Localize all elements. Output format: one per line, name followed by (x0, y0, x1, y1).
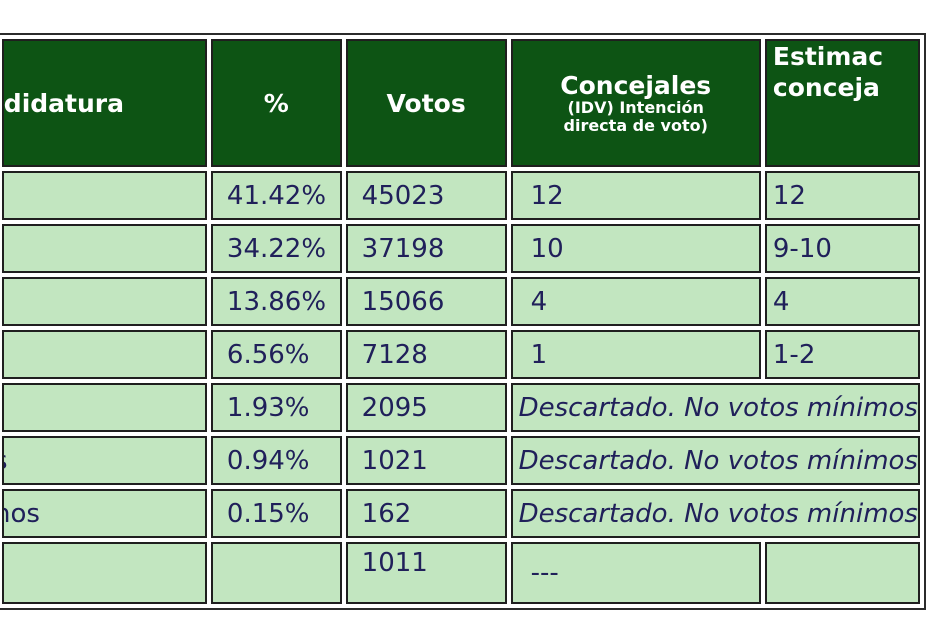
cell-discard-note: Descartado. No votos mínimos (510, 436, 920, 485)
cell-candidatura-text: nos (4, 498, 40, 529)
cell-votos: 1011 (345, 542, 507, 604)
cell-votos: 1021 (345, 436, 507, 485)
cell-votos: 37198 (345, 224, 507, 273)
cell-percent: 6.56% (210, 330, 342, 379)
header-estimacion-line2: conceja (772, 73, 880, 103)
table-row: 34.22% 37198 10 9-10 (2, 224, 920, 273)
header-votos: Votos (345, 39, 507, 167)
table-row: 1011 --- (2, 542, 920, 604)
cell-candidatura (2, 224, 207, 273)
cell-candidatura (2, 330, 207, 379)
table-row: s 0.94% 1021 Descartado. No votos mínimo… (2, 436, 920, 485)
header-concejales-sub2: directa de voto) (563, 115, 708, 135)
cell-percent: 0.94% (210, 436, 342, 485)
cell-percent: 1.93% (210, 383, 342, 432)
table-row: 13.86% 15066 4 4 (2, 277, 920, 326)
cell-votos: 162 (345, 489, 507, 538)
cell-concejales: --- (510, 542, 761, 604)
header-concejales-title: Concejales (560, 70, 712, 100)
header-concejales-sub1: (IDV) Intención (567, 98, 704, 118)
cell-percent (210, 542, 342, 604)
cell-concejales: 1 (510, 330, 761, 379)
cell-percent: 41.42% (210, 171, 342, 220)
cell-candidatura: nos (2, 489, 207, 538)
header-candidatura: ndidatura (2, 39, 207, 167)
header-candidatura-label: ndidatura (3, 88, 124, 118)
cell-percent: 13.86% (210, 277, 342, 326)
header-estimacion: Estimac conceja (764, 39, 920, 167)
cell-candidatura (2, 171, 207, 220)
header-percent: % (210, 39, 342, 167)
cell-estimacion: 4 (764, 277, 920, 326)
cell-estimacion (764, 542, 920, 604)
table-row: 6.56% 7128 1 1-2 (2, 330, 920, 379)
cell-concejales: 10 (510, 224, 761, 273)
cell-votos: 2095 (345, 383, 507, 432)
cell-candidatura (2, 383, 207, 432)
cell-candidatura (2, 542, 207, 604)
cell-estimacion: 1-2 (764, 330, 920, 379)
cell-concejales: 12 (510, 171, 761, 220)
cell-discard-note: Descartado. No votos mínimos (510, 383, 920, 432)
cell-percent: 34.22% (210, 224, 342, 273)
cell-candidatura-text: s (4, 446, 205, 476)
cell-votos: 15066 (345, 277, 507, 326)
header-concejales: Concejales (IDV) Intención directa de vo… (510, 39, 761, 167)
cell-candidatura: s (2, 436, 207, 485)
cell-percent: 0.15% (210, 489, 342, 538)
table-row: nos 0.15% 162 Descartado. No votos mínim… (2, 489, 920, 538)
header-estimacion-line1: Estimac (772, 42, 884, 71)
cell-estimacion: 9-10 (764, 224, 920, 273)
cell-discard-note: Descartado. No votos mínimos (510, 489, 920, 538)
cell-concejales: 4 (510, 277, 761, 326)
cell-estimacion: 12 (764, 171, 920, 220)
header-row: ndidatura % Votos Concejales (IDV) Inten… (2, 39, 920, 167)
table-row: 41.42% 45023 12 12 (2, 171, 920, 220)
cell-candidatura (2, 277, 207, 326)
results-table: ndidatura % Votos Concejales (IDV) Inten… (0, 33, 926, 610)
cell-votos: 7128 (345, 330, 507, 379)
table-row: 1.93% 2095 Descartado. No votos mínimos (2, 383, 920, 432)
cell-votos: 45023 (345, 171, 507, 220)
